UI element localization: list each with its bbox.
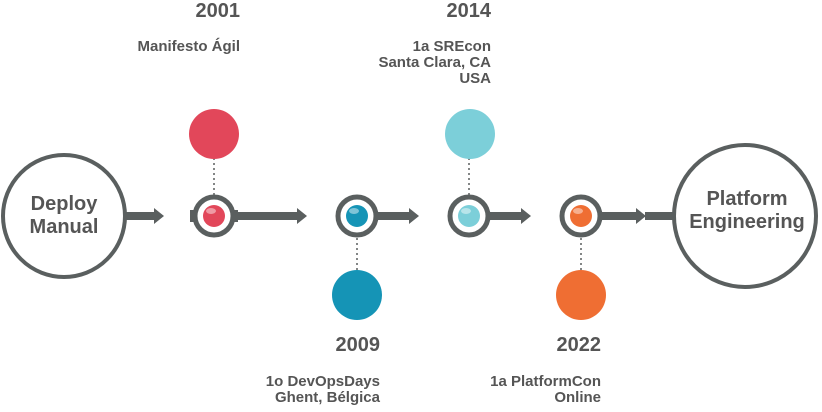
milestone-2001: [189, 109, 239, 238]
dot-2022: [556, 270, 606, 320]
milestone-year: 2014: [446, 0, 492, 22]
milestone-year: 2022: [556, 334, 602, 356]
node-2001: [203, 205, 225, 227]
start-node: [1, 153, 127, 279]
node-2022: [570, 205, 592, 227]
node-2009: [346, 205, 368, 227]
milestone-2022: [556, 194, 606, 320]
milestone-description: 1a PlatformCon Online: [490, 373, 601, 406]
milestone-year: 2009: [335, 334, 381, 356]
end-label: Platform Engineering: [689, 188, 805, 233]
milestone-2009: [332, 194, 382, 320]
milestone-description: 1o DevOpsDays Ghent, Bélgica: [265, 373, 380, 406]
milestone-description: 1a SREcon Santa Clara, CA USA: [378, 38, 491, 87]
milestone-description: Manifesto Ágil: [137, 38, 240, 55]
dot-2001: [189, 109, 239, 159]
milestone-year: 2001: [195, 0, 241, 22]
milestone-2014: [445, 109, 495, 238]
timeline-line: [125, 208, 673, 224]
dot-2009: [332, 270, 382, 320]
start-label: Deploy Manual: [29, 193, 99, 238]
dot-2014: [445, 109, 495, 159]
node-2014: [458, 205, 480, 227]
end-node: [672, 143, 818, 289]
